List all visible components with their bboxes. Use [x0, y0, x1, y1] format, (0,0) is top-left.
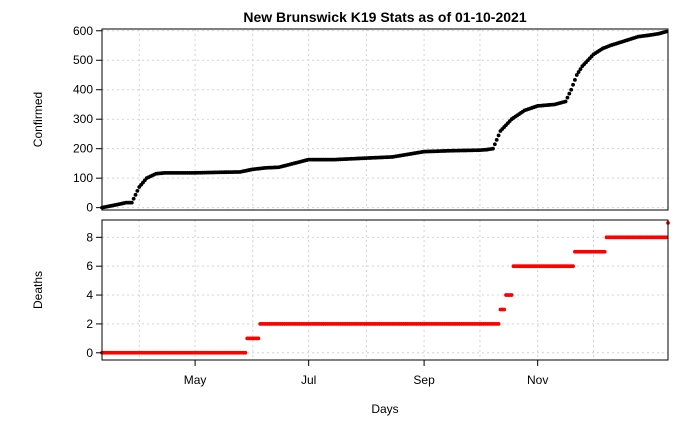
- deaths-point: [509, 293, 514, 297]
- deaths-point: [496, 322, 501, 326]
- chart-title: New Brunswick K19 Stats as of 01-10-2021: [243, 9, 526, 25]
- confirmed-point: [578, 67, 583, 71]
- confirmed-point: [576, 70, 581, 74]
- confirmed-point: [131, 196, 136, 201]
- y-tick-label: 500: [73, 53, 93, 67]
- deaths-point: [243, 350, 248, 355]
- x-tick-label: May: [184, 373, 207, 387]
- x-tick-label: Nov: [527, 373, 548, 387]
- x-tick-label: Sep: [413, 373, 435, 387]
- y-tick-label: 600: [73, 24, 93, 38]
- deaths-series: [100, 220, 670, 355]
- y-tick-label: 0: [86, 346, 93, 360]
- confirmed-point: [494, 137, 499, 142]
- confirmed-point: [571, 82, 575, 87]
- deaths-panel: 0 2 4 6 8 Deaths May Jul Sep Nov: [31, 219, 670, 387]
- confirmed-point: [492, 142, 497, 147]
- y-tick-label: 300: [73, 112, 93, 126]
- confirmed-point: [129, 200, 134, 205]
- y-tick-label: 2: [86, 317, 93, 331]
- confirmed-point: [563, 99, 568, 104]
- confirmed-point: [491, 146, 495, 151]
- confirmed-point: [573, 78, 577, 82]
- deaths-point: [664, 235, 669, 240]
- confirmed-point: [496, 133, 501, 138]
- x-axis-label: Days: [371, 402, 398, 416]
- confirmed-point: [574, 73, 579, 77]
- confirmed-point: [133, 192, 138, 197]
- confirmed-point: [569, 87, 574, 92]
- y-tick-label: 200: [73, 142, 93, 156]
- y-tick-label: 8: [86, 230, 93, 244]
- confirmed-point: [565, 95, 570, 100]
- deaths-point: [502, 307, 507, 312]
- confirmed-series: [100, 29, 669, 210]
- y-tick-label: 400: [73, 83, 93, 97]
- confirmed-point: [135, 189, 140, 193]
- deaths-point: [602, 249, 607, 254]
- confirmed-y-axis-label: Confirmed: [31, 92, 45, 147]
- confirmed-panel: 0 100 200 300 400 500 600 Confirmed: [31, 24, 669, 215]
- deaths-point: [256, 336, 261, 341]
- x-tick-label: Jul: [301, 373, 316, 387]
- y-tick-label: 0: [86, 201, 93, 215]
- deaths-plot-border: [101, 219, 669, 361]
- y-tick-label: 100: [73, 171, 93, 185]
- deaths-y-axis-label: Deaths: [31, 271, 45, 309]
- y-tick-label: 4: [86, 288, 93, 302]
- confirmed-point: [567, 91, 572, 96]
- deaths-point: [571, 264, 575, 269]
- y-tick-label: 6: [86, 259, 93, 273]
- confirmed-point: [664, 29, 669, 34]
